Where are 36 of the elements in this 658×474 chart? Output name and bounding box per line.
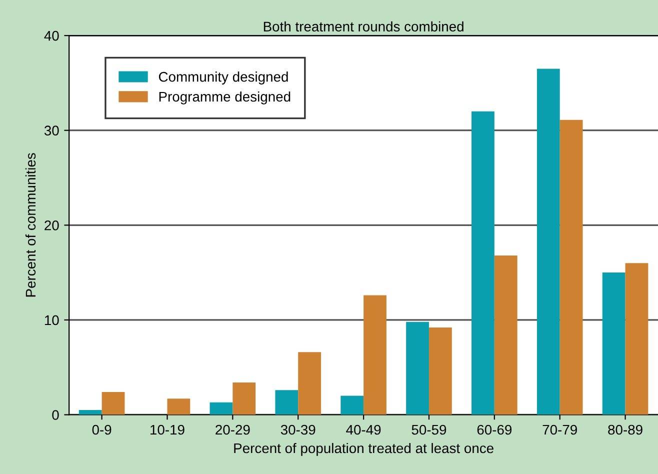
x-axis-title: Percent of population treated at least once (234, 442, 494, 456)
bar (102, 392, 125, 415)
x-tick-label: 40-49 (346, 424, 381, 435)
bar (560, 120, 583, 415)
chart-title: Both treatment rounds combined (264, 21, 464, 32)
y-tick-label: 10 (44, 315, 59, 326)
y-axis-title: Percent of communities (25, 153, 36, 297)
bar (364, 295, 386, 415)
bar (78, 410, 102, 415)
bar (472, 111, 494, 415)
legend-label: Community designed (158, 72, 288, 84)
bar (275, 390, 298, 415)
y-tick-label: 20 (44, 220, 59, 230)
bar (340, 396, 364, 415)
bar (625, 263, 648, 415)
x-tick-label: 80-89 (608, 424, 642, 435)
x-tick-label: 70-79 (542, 424, 577, 435)
bar (406, 322, 429, 415)
bar (428, 328, 452, 415)
y-tick-label: 0 (52, 410, 59, 420)
bar (167, 398, 190, 415)
x-tick-label: 50-59 (412, 424, 446, 435)
y-tick-label: 30 (44, 126, 59, 136)
x-tick-label: 20-29 (216, 424, 250, 435)
x-tick-label: 0-9 (92, 424, 112, 435)
bar (602, 272, 626, 415)
bar (210, 402, 233, 415)
y-tick-label: 40 (44, 30, 59, 41)
legend-label: Programme designed (159, 91, 290, 104)
bar (232, 382, 256, 415)
bar (494, 255, 518, 415)
x-tick-label: 10-19 (150, 424, 184, 435)
bar (298, 352, 322, 415)
x-tick-label: 30-39 (280, 424, 316, 435)
bar (536, 68, 560, 415)
x-tick-label: 60-69 (477, 424, 512, 435)
